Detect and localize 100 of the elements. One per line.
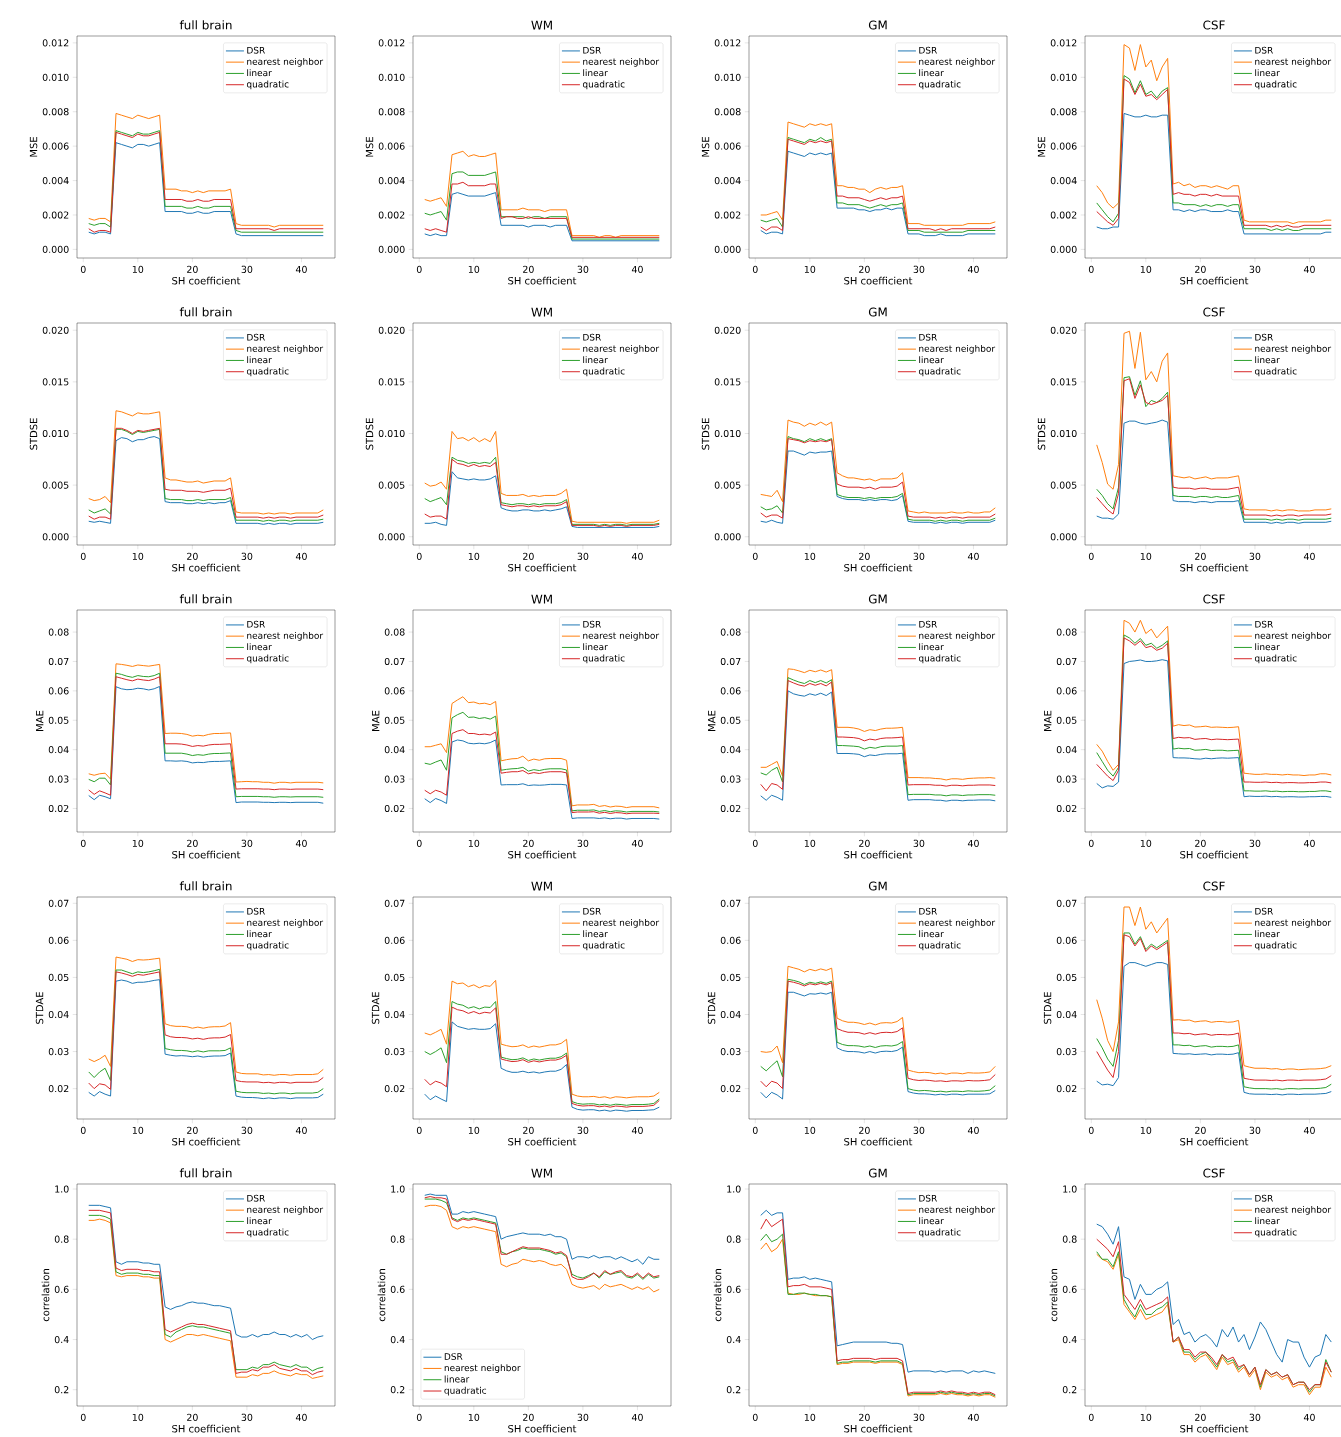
x-tick-label: 30 — [913, 1413, 925, 1421]
y-tick-label: 0.6 — [54, 1285, 69, 1293]
y-tick-label: 0.015 — [378, 378, 405, 386]
x-tick-label: 30 — [241, 265, 253, 273]
legend-label: quadratic — [1254, 367, 1297, 377]
x-tick-label: 0 — [416, 1126, 422, 1134]
x-tick-label: 40 — [967, 1413, 979, 1421]
x-tick-label: 30 — [913, 839, 925, 847]
y-tick-label: 0.002 — [714, 211, 741, 219]
x-tick-label: 30 — [1249, 1413, 1261, 1421]
x-tick-label: 40 — [295, 265, 307, 273]
y-tick-label: 0.8 — [726, 1235, 741, 1243]
x-tick-label: 30 — [241, 1126, 253, 1134]
y-tick-label: 0.04 — [384, 746, 405, 754]
x-tick-label: 30 — [1249, 552, 1261, 560]
y-axis-title: MSE — [701, 137, 710, 157]
chart-title: GM — [868, 594, 887, 604]
y-tick-label: 0.000 — [42, 245, 69, 253]
y-tick-label: 0.06 — [720, 936, 741, 944]
x-tick-label: 10 — [804, 265, 816, 273]
y-tick-label: 0.04 — [384, 1010, 405, 1019]
y-tick-label: 0.8 — [54, 1235, 69, 1243]
chart-title: CSF — [1203, 1168, 1225, 1178]
legend-label: linear — [444, 1375, 470, 1383]
y-tick-label: 0.05 — [1056, 716, 1077, 724]
x-tick-label: 20 — [859, 1126, 870, 1134]
y-tick-label: 0.020 — [42, 326, 69, 334]
legend-label: DSR — [444, 1353, 463, 1360]
legend-label: linear — [1255, 69, 1280, 77]
y-axis-title: STDSE — [701, 418, 710, 450]
x-tick-label: 20 — [523, 265, 534, 273]
y-tick-label: 0.005 — [1050, 481, 1077, 489]
legend-label: nearest neighbor — [247, 344, 324, 354]
y-tick-label: 0.000 — [378, 245, 405, 253]
x-tick-label: 20 — [859, 552, 870, 560]
x-tick-label: 10 — [804, 1126, 816, 1134]
y-axis-title: MSE — [1037, 137, 1046, 157]
y-tick-label: 0.005 — [42, 481, 69, 489]
x-axis-title: SH coefficient — [508, 1424, 577, 1433]
legend-label: DSR — [919, 620, 937, 628]
x-tick-label: 10 — [804, 552, 816, 560]
y-tick-label: 0.02 — [384, 804, 405, 813]
x-tick-label: 30 — [577, 1413, 589, 1421]
x-tick-label: 10 — [804, 839, 816, 847]
legend-label: nearest neighbor — [583, 344, 660, 354]
x-tick-label: 30 — [913, 1126, 925, 1134]
x-tick-label: 0 — [416, 1413, 422, 1421]
y-tick-label: 0.012 — [378, 39, 405, 47]
y-axis-title: STDAE — [35, 992, 44, 1024]
x-tick-label: 0 — [1088, 552, 1094, 560]
x-tick-label: 40 — [1303, 552, 1315, 560]
x-tick-label: 40 — [295, 1413, 307, 1421]
x-tick-label: 20 — [523, 839, 534, 847]
x-tick-label: 40 — [967, 552, 979, 560]
x-axis-title: SH coefficient — [1180, 276, 1249, 285]
chart-title: CSF — [1203, 20, 1225, 30]
legend-label: nearest neighbor — [583, 918, 660, 928]
x-tick-label: 0 — [752, 265, 758, 273]
legend-label: linear — [1255, 643, 1280, 651]
y-tick-label: 0.2 — [1062, 1386, 1077, 1394]
y-tick-label: 0.004 — [42, 176, 69, 185]
y-tick-label: 0.006 — [1050, 142, 1077, 150]
y-axis-title: correlation — [1049, 1269, 1058, 1322]
legend-label: DSR — [1255, 907, 1273, 915]
legend-label: linear — [919, 643, 944, 651]
y-tick-label: 0.05 — [384, 973, 405, 982]
chart-title: CSF — [1203, 307, 1225, 317]
chart-title: full brain — [179, 594, 232, 604]
y-tick-label: 0.2 — [54, 1386, 69, 1394]
y-tick-label: 0.06 — [48, 687, 69, 695]
x-tick-label: 10 — [468, 1126, 480, 1134]
y-tick-label: 0.010 — [378, 429, 405, 438]
y-tick-label: 0.8 — [390, 1235, 405, 1243]
x-tick-label: 10 — [1140, 552, 1152, 560]
legend-label: quadratic — [1254, 654, 1297, 664]
y-tick-label: 0.02 — [48, 804, 69, 813]
legend-label: quadratic — [246, 654, 289, 664]
x-tick-label: 30 — [577, 552, 589, 560]
y-tick-label: 0.04 — [48, 1010, 69, 1019]
x-axis-title: SH coefficient — [844, 1424, 913, 1433]
y-tick-label: 0.002 — [42, 211, 69, 219]
x-axis-title: SH coefficient — [172, 1424, 241, 1433]
x-tick-label: 40 — [1303, 1126, 1315, 1134]
legend-label: DSR — [583, 46, 601, 54]
y-tick-label: 0.06 — [48, 936, 69, 944]
x-axis-title: SH coefficient — [172, 563, 241, 572]
y-tick-label: 0.05 — [720, 973, 741, 982]
y-tick-label: 0.03 — [384, 775, 405, 783]
x-tick-label: 0 — [416, 552, 422, 560]
x-tick-label: 10 — [1140, 1413, 1152, 1421]
chart-title: WM — [531, 307, 552, 317]
y-tick-label: 0.04 — [720, 746, 741, 754]
x-tick-label: 10 — [804, 1413, 816, 1421]
legend-label: nearest neighbor — [247, 918, 324, 928]
y-tick-label: 0.05 — [48, 716, 69, 724]
y-tick-label: 0.2 — [726, 1386, 741, 1394]
x-tick-label: 0 — [1088, 839, 1094, 847]
x-tick-label: 10 — [132, 265, 144, 273]
legend-label: quadratic — [918, 1228, 961, 1238]
y-tick-label: 0.05 — [48, 973, 69, 982]
